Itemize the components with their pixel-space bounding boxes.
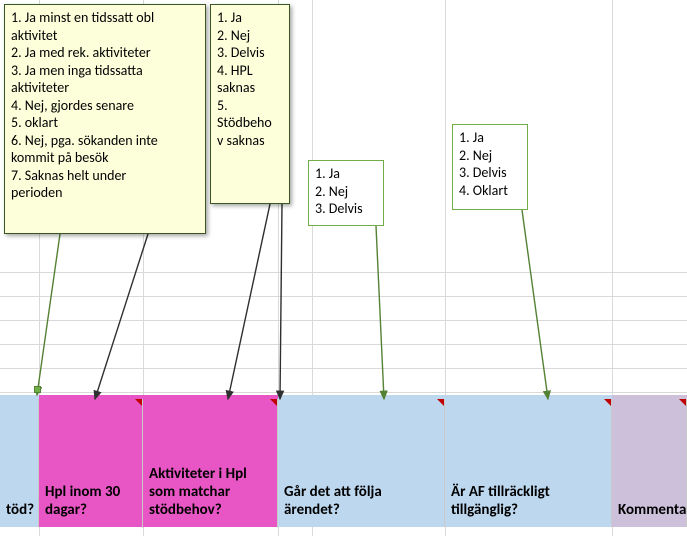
callout-line: perioden [11,184,199,202]
column-header-label: töd? [6,501,34,519]
callout-c2: 1. Ja2. Nej3. Delvis [308,160,384,226]
callout-line: 6. Nej, pga. sökanden inte [11,132,199,150]
callout-line: 2. Nej [459,147,521,165]
callout-line: 4. Oklart [459,182,521,200]
column-header[interactable]: Hpl inom 30 dagar? [39,399,143,527]
callout-line: aktivitet [11,27,199,45]
column-header-label: Är AF tillräckligt tillgänglig? [451,483,605,519]
selection-handle[interactable] [34,386,41,393]
callout-line: saknas [217,79,283,97]
column-header-row: töd? Hpl inom 30 dagar? Aktiviteter i Hpl … [0,399,687,527]
callout-line: 1. Ja minst en tidssatt obl [11,9,199,27]
column-header[interactable]: Aktiviteter i Hpl som matchar stödbehov? [143,399,278,527]
callout-line: kommit på besök [11,149,199,167]
callout-line: 3. Delvis [217,44,283,62]
callout-line: Stödbeho [217,114,283,132]
callout-line: 1. Ja [459,129,521,147]
callout-line: 3. Ja men inga tidssatta [11,62,199,80]
callout-c3: 1. Ja2. Nej3. Delvis4. Oklart [452,124,528,210]
comment-marker-icon[interactable] [270,399,277,406]
callout-line: 1. Ja [315,165,377,183]
column-header[interactable]: töd? [0,399,39,527]
comment-marker-icon[interactable] [679,399,686,406]
column-header[interactable]: Kommentar [612,399,687,527]
callout-line: 2. Ja med rek. aktiviteter [11,44,199,62]
column-header-label: Hpl inom 30 dagar? [45,483,136,519]
callout-line: 2. Nej [315,183,377,201]
callout-line: 3. Delvis [459,164,521,182]
callout-line: 5. [217,97,283,115]
column-header-label: Aktiviteter i Hpl som matchar stödbehov? [149,465,271,519]
callout-line: 4. HPL [217,62,283,80]
callout-c0: 1. Ja minst en tidssatt oblaktivitet2. J… [4,4,206,234]
callout-line: v saknas [217,132,283,150]
callout-line: 4. Nej, gjordes senare [11,97,199,115]
column-header-label: Går det att följa ärendet? [284,483,438,519]
comment-marker-icon[interactable] [437,399,444,406]
comment-marker-icon[interactable] [135,399,142,406]
column-header[interactable]: Är AF tillräckligt tillgänglig? [445,399,612,527]
callout-line: 1. Ja [217,9,283,27]
comment-marker-icon[interactable] [604,399,611,406]
callout-line: 3. Delvis [315,200,377,218]
callout-line: 2. Nej [217,27,283,45]
column-header-label: Kommentar [618,501,687,519]
column-header[interactable]: Går det att följa ärendet? [278,399,445,527]
callout-c1: 1. Ja2. Nej3. Delvis4. HPLsaknas5.Stödbe… [210,4,290,204]
callout-line: 7. Saknas helt under [11,167,199,185]
callout-line: 5. oklart [11,114,199,132]
callout-line: aktiviteter [11,79,199,97]
